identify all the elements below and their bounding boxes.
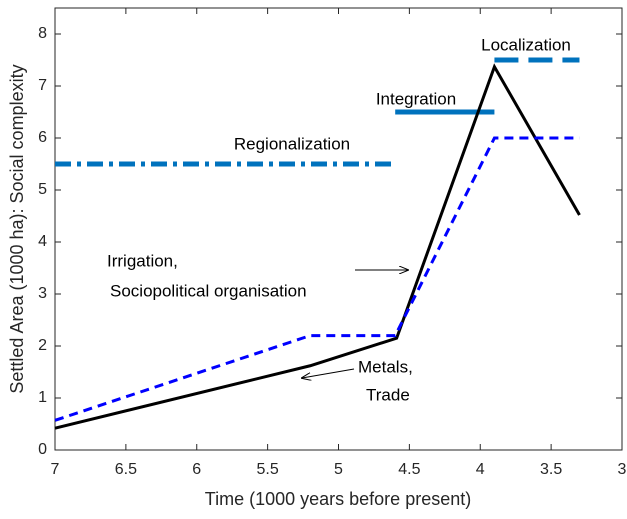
y-tick-label: 2 [38, 337, 47, 354]
y-tick-label: 3 [38, 285, 47, 302]
annotation: Metals, [358, 357, 413, 376]
x-tick-label: 7 [51, 461, 60, 478]
x-tick-label: 6.5 [115, 461, 137, 478]
y-tick-label: 7 [38, 77, 47, 94]
phase-label: Integration [376, 89, 456, 108]
axes-box [54, 7, 623, 451]
annotation: Trade [366, 385, 410, 404]
annotation: Irrigation, [107, 251, 178, 270]
data-line [54, 63, 581, 430]
phase-label: Localization [481, 35, 571, 54]
y-tick-label: 4 [38, 233, 47, 250]
x-tick-label: 5 [334, 461, 343, 478]
x-tick-label: 4.5 [398, 461, 420, 478]
x-tick-label: 5.5 [257, 461, 279, 478]
x-tick-label: 3 [618, 461, 627, 478]
y-tick-label: 8 [38, 25, 47, 42]
arrow [302, 368, 355, 378]
x-tick-label: 6 [192, 461, 201, 478]
annotation: Sociopolitical organisation [110, 281, 307, 300]
x-tick-label: 4 [476, 461, 485, 478]
y-axis-label: Settled Area (1000 ha): Social complexit… [7, 64, 27, 393]
y-tick-label: 0 [38, 441, 47, 458]
y-tick-label: 5 [38, 181, 47, 198]
y-tick-label: 1 [38, 389, 47, 406]
phase-label: Regionalization [234, 134, 350, 153]
data-line [54, 136, 580, 422]
y-tick-label: 6 [38, 129, 47, 146]
x-tick-label: 3.5 [540, 461, 562, 478]
x-axis-label: Time (1000 years before present) [205, 489, 471, 509]
